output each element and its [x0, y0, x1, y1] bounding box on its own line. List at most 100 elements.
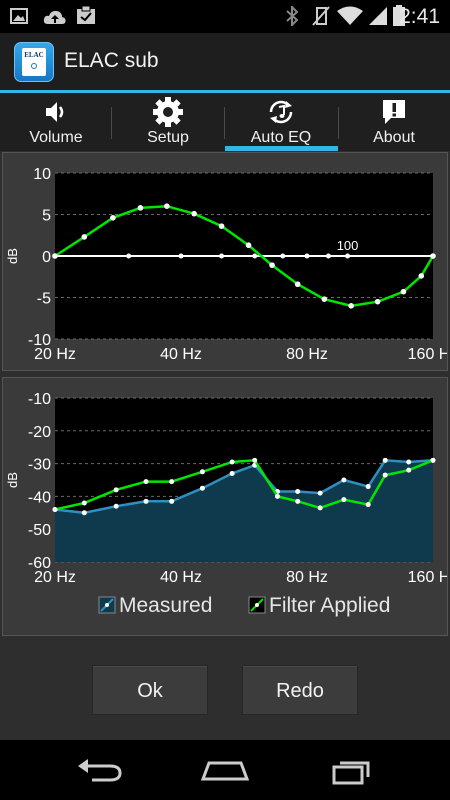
legend-label: Measured	[119, 594, 212, 617]
tab-label: Volume	[29, 129, 83, 146]
x-tick-label: 80 Hz	[286, 569, 328, 586]
filter-applied-line	[54, 458, 434, 511]
data-point	[304, 253, 310, 259]
status-bar: 2:41	[0, 0, 450, 33]
y-tick-label: -60	[28, 555, 51, 572]
action-bar-divider	[0, 90, 450, 93]
x-tick-label: 40 Hz	[160, 569, 202, 586]
redo-button[interactable]: Redo	[242, 665, 358, 715]
data-point	[81, 510, 87, 516]
y-tick-label: -10	[28, 332, 51, 349]
tab-volume[interactable]: Volume	[0, 93, 112, 151]
app-icon-text: ELAC	[24, 51, 44, 59]
filter-curve	[54, 204, 435, 308]
gear-icon	[153, 97, 183, 127]
data-point	[382, 457, 388, 463]
ok-button[interactable]: Ok	[92, 665, 208, 715]
data-point	[199, 485, 205, 491]
x-tick-label: 20 Hz	[34, 569, 76, 586]
y-tick-label: -10	[28, 391, 51, 408]
data-point	[374, 298, 381, 305]
signal-icon	[369, 7, 387, 25]
data-point	[269, 262, 275, 268]
home-icon[interactable]	[195, 752, 255, 788]
y-tick-label: -5	[37, 291, 51, 308]
data-point	[321, 296, 328, 302]
data-point	[430, 457, 436, 463]
legend-item: Measured	[98, 594, 212, 617]
data-point	[274, 493, 280, 499]
measured-area	[55, 460, 433, 562]
y-tick-label: 5	[42, 208, 51, 225]
data-point	[406, 459, 412, 465]
tab-label: Auto EQ	[250, 129, 312, 146]
data-point	[406, 467, 412, 473]
speaker-icon	[46, 102, 64, 122]
legend-label: Filter Applied	[269, 594, 390, 617]
tab-label: About	[373, 129, 415, 146]
data-point	[229, 459, 235, 465]
data-point	[341, 497, 347, 503]
data-point	[418, 273, 425, 279]
data-point	[169, 479, 175, 485]
navigation-bar	[0, 740, 450, 800]
x-tick-label: 160 Hz	[408, 346, 447, 363]
data-point	[325, 253, 331, 259]
y-axis-label: dB	[5, 472, 20, 488]
y-tick-label: 0	[42, 249, 51, 266]
x-tick-label: 20 Hz	[34, 346, 76, 363]
app-title: ELAC sub	[64, 49, 159, 72]
data-point	[143, 479, 149, 485]
y-tick-label: -40	[28, 489, 51, 506]
x-tick-label: 40 Hz	[160, 346, 202, 363]
alert-bubble-icon	[383, 100, 405, 124]
data-point	[143, 498, 149, 504]
tab-about[interactable]: About	[338, 93, 450, 151]
tab-label: Setup	[147, 129, 189, 146]
data-point	[382, 472, 388, 478]
legend-dot	[105, 603, 109, 607]
data-point	[295, 488, 301, 494]
data-point	[295, 498, 301, 504]
data-point	[317, 490, 323, 496]
data-point	[252, 457, 258, 463]
clipboard-check-icon	[77, 6, 95, 24]
x-tick-label: 160 Hz	[408, 569, 447, 586]
data-point	[110, 215, 116, 221]
wifi-icon	[337, 6, 363, 25]
data-point	[252, 253, 258, 259]
back-icon[interactable]	[70, 752, 130, 788]
data-point	[430, 253, 436, 259]
data-point	[199, 469, 205, 475]
tab-bar: Volume Setup Auto EQ	[0, 93, 450, 151]
data-point	[280, 253, 286, 259]
y-tick-label: -30	[28, 457, 51, 474]
tab-auto-eq[interactable]: Auto EQ	[225, 93, 337, 151]
data-point	[229, 470, 235, 476]
y-tick-label: -50	[28, 522, 51, 539]
data-point	[178, 253, 184, 259]
data-point	[348, 303, 354, 309]
tab-setup[interactable]: Setup	[112, 93, 224, 151]
data-point	[219, 253, 225, 259]
legend-item: Filter Applied	[248, 594, 390, 617]
y-axis-label: dB	[5, 248, 20, 264]
data-point	[345, 253, 351, 259]
data-point	[365, 502, 371, 508]
image-icon	[10, 8, 28, 24]
data-point	[400, 288, 407, 295]
data-point	[294, 281, 301, 288]
frequency-marker-label: 100	[337, 238, 359, 253]
data-point	[191, 210, 197, 217]
selected-tab-indicator	[225, 146, 338, 151]
y-tick-label: -20	[28, 424, 51, 441]
data-point	[113, 503, 119, 509]
action-bar: ELAC ELAC sub	[0, 33, 450, 90]
data-point	[164, 203, 170, 209]
recent-apps-icon[interactable]	[320, 752, 380, 788]
elac-app-icon[interactable]: ELAC	[14, 42, 54, 82]
